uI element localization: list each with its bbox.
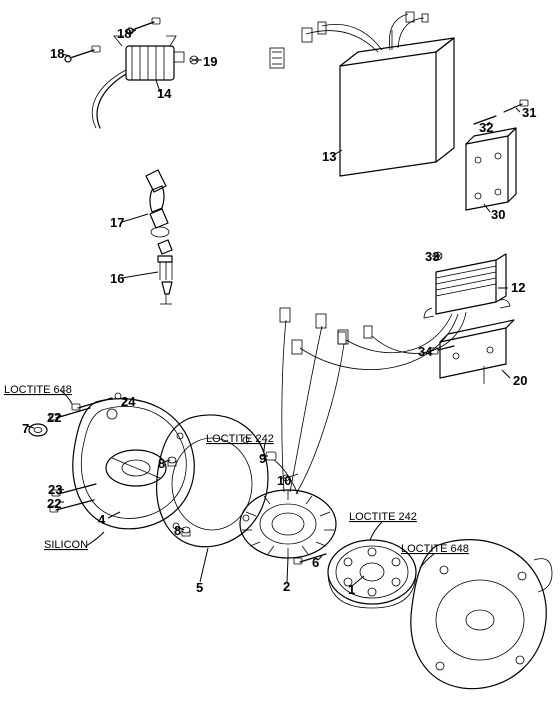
note-loctite-242-b: LOCTITE 242 <box>349 511 417 523</box>
callout-18b: 18 <box>50 46 64 61</box>
callout-14: 14 <box>157 86 172 101</box>
dowel-8-b <box>182 527 190 536</box>
callout-7: 7 <box>22 421 29 436</box>
note-loctite-648-b: LOCTITE 648 <box>401 543 469 555</box>
callout-1: 1 <box>348 582 355 597</box>
callout-8b: 8 <box>174 523 181 538</box>
callout-20: 20 <box>513 373 527 388</box>
screw-18-b <box>65 46 100 62</box>
callout-18a: 18 <box>117 26 131 41</box>
callout-13: 13 <box>322 149 336 164</box>
callout-33: 33 <box>425 249 439 264</box>
callout-31: 31 <box>522 105 536 120</box>
cdi-unit <box>270 12 454 176</box>
leader-lines <box>28 30 520 586</box>
callout-17: 17 <box>110 215 124 230</box>
callout-24: 24 <box>121 394 136 409</box>
note-loctite-648-a: LOCTITE 648 <box>4 384 72 396</box>
callout-8a: 8 <box>158 456 165 471</box>
callout-23: 23 <box>48 482 62 497</box>
callout-9: 9 <box>259 451 266 466</box>
callout-22a: 22 <box>47 410 61 425</box>
ignition-coil-assembly <box>65 18 198 128</box>
callout-16: 16 <box>110 271 124 286</box>
callout-12: 12 <box>511 280 525 295</box>
callout-34: 34 <box>418 344 433 359</box>
spark-plug-group <box>146 170 172 304</box>
screw-6 <box>294 554 326 564</box>
callout-19: 19 <box>203 54 217 69</box>
note-silicon: SILICON <box>44 539 88 551</box>
callout-22b: 22 <box>47 496 61 511</box>
callout-4: 4 <box>98 512 106 527</box>
note-loctite-242-a: LOCTITE 242 <box>206 433 274 445</box>
callout-5: 5 <box>196 580 203 595</box>
callout-6: 6 <box>312 555 319 570</box>
callout-10: 10 <box>277 473 291 488</box>
cdi-bracket <box>466 100 528 210</box>
callout-30: 30 <box>491 207 505 222</box>
crankcase-cover <box>411 540 552 689</box>
regulator-group <box>292 252 514 384</box>
callout-2: 2 <box>283 579 290 594</box>
callout-numbers: 1 2 5 4 6 7 8 8 9 10 12 13 14 16 17 18 1… <box>22 26 536 597</box>
seal-7 <box>29 424 47 436</box>
callout-32: 32 <box>479 120 493 135</box>
dowel-8-a <box>168 457 176 466</box>
